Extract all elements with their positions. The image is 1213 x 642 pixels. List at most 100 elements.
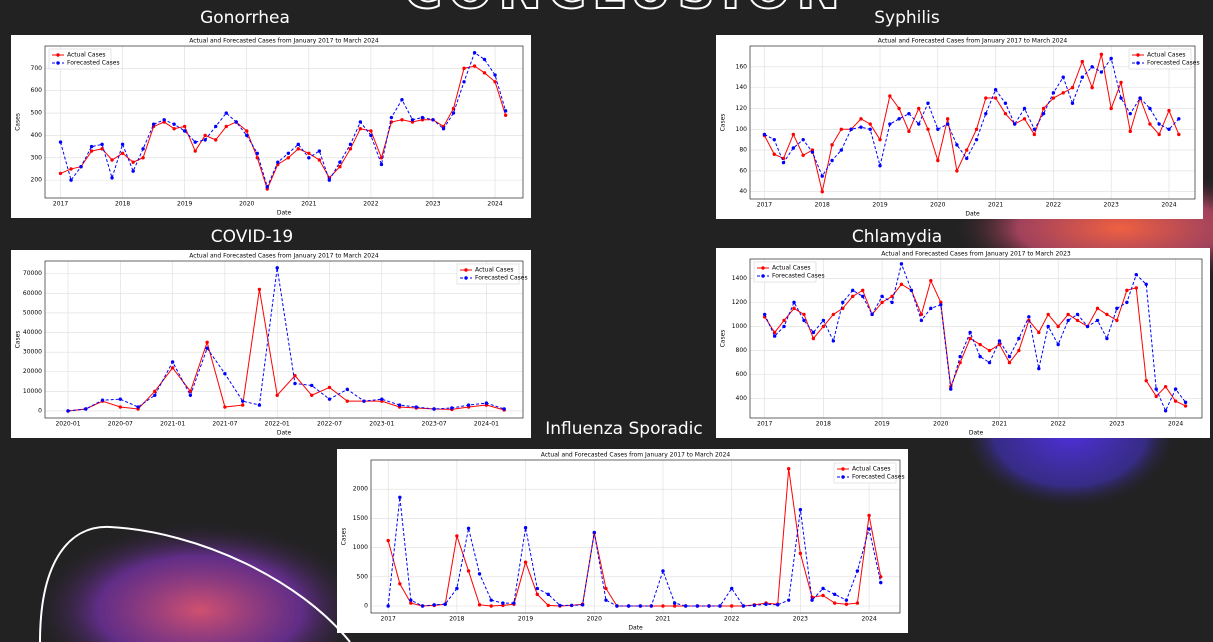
data-point: [801, 137, 805, 142]
data-point: [466, 526, 471, 531]
data-point: [389, 115, 394, 120]
slide-title: CONCLUSION: [404, 0, 846, 21]
data-point: [84, 407, 88, 411]
data-point: [386, 538, 390, 543]
data-point: [821, 593, 825, 598]
x-tick-label: 2018: [115, 201, 130, 208]
y-axis-label: Cases: [15, 331, 22, 349]
data-point: [1154, 387, 1158, 391]
y-tick-label: 70000: [23, 270, 42, 277]
data-point: [1041, 106, 1046, 111]
data-point: [523, 526, 528, 530]
data-point: [489, 598, 493, 602]
data-point: [307, 156, 311, 160]
data-point: [503, 109, 508, 113]
data-point: [493, 73, 497, 77]
data-point: [707, 604, 711, 608]
legend-label: Actual Cases: [67, 52, 106, 59]
x-tick-label: 2023-07: [422, 421, 447, 428]
data-point: [296, 142, 300, 147]
data-point: [855, 601, 860, 605]
legend-label: Actual Cases: [772, 265, 811, 272]
data-point: [781, 160, 786, 165]
chart: Actual and Forecasted Cases from January…: [11, 35, 531, 218]
data-point: [1183, 400, 1188, 405]
data-point: [1119, 80, 1123, 85]
data-point: [203, 138, 207, 142]
data-point: [1056, 324, 1060, 329]
data-point: [604, 598, 608, 602]
data-point: [649, 604, 654, 608]
data-point: [672, 601, 677, 605]
y-tick-label: 120: [736, 105, 748, 112]
data-point: [1066, 318, 1070, 323]
data-point: [1099, 52, 1104, 57]
data-point: [791, 132, 796, 137]
data-point: [965, 156, 969, 161]
data-point: [193, 140, 197, 144]
data-point: [945, 117, 950, 121]
data-point: [1017, 348, 1021, 353]
data-point: [939, 303, 943, 307]
data-point: [501, 601, 505, 605]
plot-frame: [44, 45, 524, 199]
legend-marker: [1136, 53, 1140, 57]
data-point: [729, 604, 734, 608]
data-point: [1109, 56, 1113, 61]
data-point: [1105, 336, 1109, 341]
x-tick-label: 2024: [861, 616, 876, 623]
data-point: [110, 176, 114, 180]
data-point: [153, 389, 157, 394]
x-tick-label: 2021: [301, 201, 316, 208]
data-point: [984, 111, 988, 116]
data-point: [880, 300, 884, 305]
x-tick-label: 2017: [53, 201, 68, 208]
data-point: [1046, 324, 1050, 329]
legend-label: Forecasted Cases: [67, 60, 120, 67]
chart-title: Actual and Forecasted Cases from January…: [189, 253, 379, 260]
x-tick-label: 2020: [933, 421, 948, 428]
data-point: [398, 495, 402, 500]
x-axis-label: Date: [628, 625, 643, 632]
plot-frame: [749, 45, 1196, 200]
data-point: [345, 399, 349, 403]
x-tick-label: 2018: [815, 202, 830, 209]
data-point: [275, 393, 279, 397]
data-point: [1177, 117, 1181, 121]
data-point: [414, 405, 419, 409]
data-point: [310, 383, 314, 388]
legend-marker: [841, 467, 845, 471]
data-point: [535, 592, 539, 597]
data-point: [502, 407, 506, 411]
series-line: [67, 267, 505, 412]
data-point: [1125, 288, 1129, 293]
data-point: [1027, 315, 1031, 319]
data-point: [1173, 399, 1178, 403]
data-point: [1056, 342, 1060, 347]
data-point: [1007, 360, 1012, 365]
data-point: [926, 101, 930, 105]
y-tick-label: 60000: [23, 290, 42, 297]
data-point: [317, 158, 322, 162]
data-point: [926, 127, 930, 131]
data-point: [1128, 129, 1132, 134]
data-point: [1012, 122, 1017, 126]
y-tick-label: 80: [739, 147, 747, 154]
data-point: [420, 604, 425, 608]
data-point: [546, 592, 550, 597]
data-point: [275, 266, 279, 270]
legend-label: Forecasted Cases: [1147, 60, 1200, 67]
y-tick-label: 60: [739, 167, 747, 174]
x-tick-label: 2019: [518, 616, 533, 623]
data-point: [1061, 91, 1065, 95]
data-point: [764, 602, 768, 606]
legend-label: Forecasted Cases: [475, 275, 528, 282]
legend-label: Forecasted Cases: [772, 273, 825, 280]
data-point: [120, 142, 125, 147]
data-point: [661, 604, 665, 608]
data-point: [1119, 96, 1123, 100]
data-point: [409, 601, 413, 605]
data-point: [380, 397, 384, 401]
y-tick-label: 30000: [23, 349, 42, 356]
